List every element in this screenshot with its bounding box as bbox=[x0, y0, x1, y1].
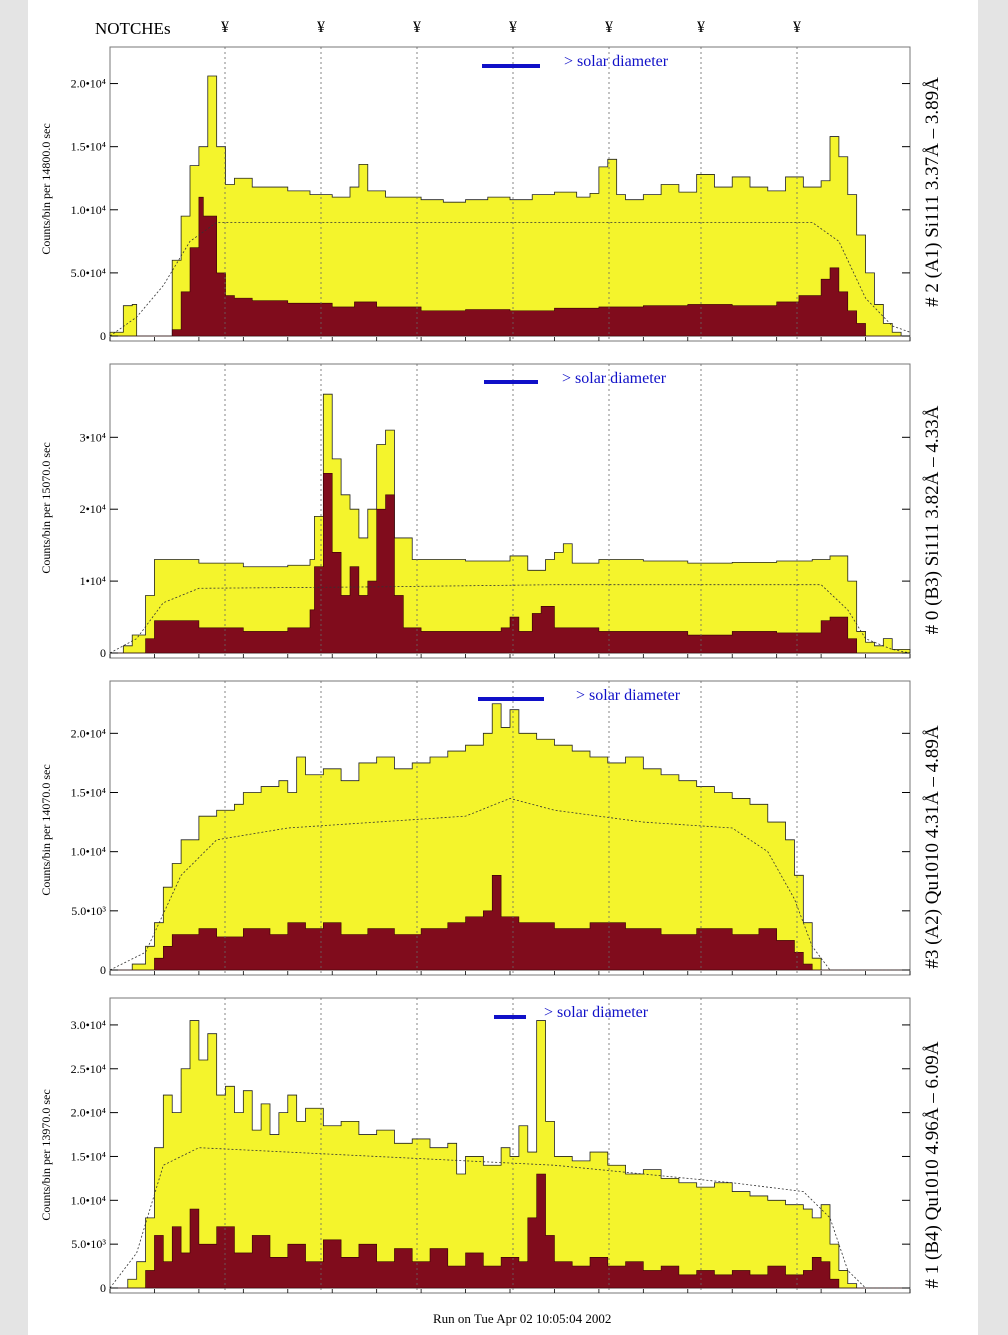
y-tick-label: 0 bbox=[100, 963, 106, 977]
detail-counts-series bbox=[110, 472, 910, 654]
panel-3: 0 5.0•10³ 1.0•10⁴ 1.5•10⁴ 2.0•10⁴ bbox=[71, 680, 911, 977]
panel-2-y-axis-label: Counts/bin per 15070.0 sec bbox=[39, 442, 53, 574]
total-counts-series bbox=[110, 703, 910, 971]
y-tick-label: 1.5•10⁴ bbox=[71, 140, 106, 154]
panel-3-legend-swatch bbox=[478, 697, 544, 701]
y-tick-label: 1.0•10⁴ bbox=[71, 1193, 106, 1207]
notches-label: NOTCHEs bbox=[95, 19, 171, 38]
notch-marker: ¥ bbox=[317, 19, 325, 36]
panel-3-legend-label: > solar diameter bbox=[576, 687, 681, 704]
panel-3-y-axis-label: Counts/bin per 14070.0 sec bbox=[39, 764, 53, 896]
total-counts-series bbox=[109, 75, 910, 337]
detail-counts-series bbox=[110, 196, 910, 337]
y-tick-label: 1.0•10⁴ bbox=[71, 845, 106, 859]
y-tick-label: 2.5•10⁴ bbox=[71, 1062, 106, 1076]
panel-1-side-label: # 2 (A1) Si111 3.37Å – 3.89Å bbox=[922, 77, 943, 307]
panel-1: 0 5.0•10⁴ 1.0•10⁴ 1.5•10⁴ 2.0•10⁴ bbox=[71, 46, 911, 343]
notch-marker: ¥ bbox=[793, 19, 801, 36]
y-tick-label: 5.0•10³ bbox=[71, 904, 106, 918]
run-timestamp: Run on Tue Apr 02 10:05:04 2002 bbox=[433, 1311, 612, 1326]
panel-1-legend-swatch bbox=[482, 64, 540, 68]
reference-curve bbox=[109, 222, 911, 337]
panel-3-side-label: #3 (A2) Qu1010 4.31Å – 4.89Å bbox=[922, 725, 943, 969]
page: 0 5.0•10⁴ 1.0•10⁴ 1.5•10⁴ 2.0•10⁴ 0 1•10⁴ 2•10⁴… bbox=[28, 0, 978, 1335]
notch-marker: ¥ bbox=[221, 19, 229, 36]
detail-counts-series bbox=[110, 875, 910, 971]
panel-2-side-label: # 0 (B3) Si111 3.82Å – 4.33Å bbox=[922, 405, 943, 635]
notch-marker: ¥ bbox=[509, 19, 517, 36]
y-tick-label: 3.0•10⁴ bbox=[71, 1018, 106, 1032]
y-tick-label: 0 bbox=[100, 1281, 106, 1295]
panel-2: 0 1•10⁴ 2•10⁴ 3•10⁴ bbox=[80, 363, 911, 660]
reference-curve bbox=[109, 1147, 910, 1289]
y-tick-label: 1•10⁴ bbox=[80, 574, 106, 588]
reference-curve bbox=[109, 584, 911, 654]
panel-1-legend-label: > solar diameter bbox=[564, 53, 669, 70]
y-tick-label: 2•10⁴ bbox=[80, 502, 106, 516]
notch-marker: ¥ bbox=[605, 19, 613, 36]
y-tick-label: 3•10⁴ bbox=[80, 430, 106, 444]
total-counts-series bbox=[110, 393, 911, 654]
notch-marker: ¥ bbox=[413, 19, 421, 36]
panel-4-legend-label: > solar diameter bbox=[544, 1004, 649, 1021]
panel-1-y-axis-label: Counts/bin per 14800.0 sec bbox=[39, 123, 53, 255]
panel-4-side-label: # 1 (B4) Qu1010 4.96Å – 6.09Å bbox=[922, 1041, 943, 1289]
y-tick-label: 2.0•10⁴ bbox=[71, 726, 106, 740]
y-tick-label: 0 bbox=[100, 329, 106, 343]
chart-canvas: 0 5.0•10⁴ 1.0•10⁴ 1.5•10⁴ 2.0•10⁴ 0 1•10⁴ 2•10⁴… bbox=[71, 46, 911, 1295]
panel-2-legend-label: > solar diameter bbox=[562, 370, 667, 387]
panel-4-y-axis-label: Counts/bin per 13970.0 sec bbox=[39, 1089, 53, 1221]
y-tick-label: 5.0•10³ bbox=[71, 1237, 106, 1251]
panel-4-legend-swatch bbox=[494, 1015, 526, 1019]
y-tick-label: 0 bbox=[100, 646, 106, 660]
detail-counts-series bbox=[110, 1173, 910, 1289]
y-tick-label: 1.5•10⁴ bbox=[71, 1149, 106, 1163]
y-tick-label: 1.5•10⁴ bbox=[71, 786, 106, 800]
y-tick-label: 1.0•10⁴ bbox=[71, 203, 106, 217]
total-counts-series bbox=[110, 1020, 910, 1289]
notch-marker: ¥ bbox=[697, 19, 705, 36]
y-tick-label: 5.0•10⁴ bbox=[71, 266, 106, 280]
y-tick-label: 2.0•10⁴ bbox=[71, 77, 106, 91]
panel-2-legend-swatch bbox=[484, 380, 538, 384]
reference-curve bbox=[109, 797, 910, 971]
y-tick-label: 2.0•10⁴ bbox=[71, 1106, 106, 1120]
panel-4: 0 5.0•10³ 1.0•10⁴ 1.5•10⁴ 2.0•10⁴ 2.5•10⁴ 3.0•… bbox=[71, 997, 911, 1295]
